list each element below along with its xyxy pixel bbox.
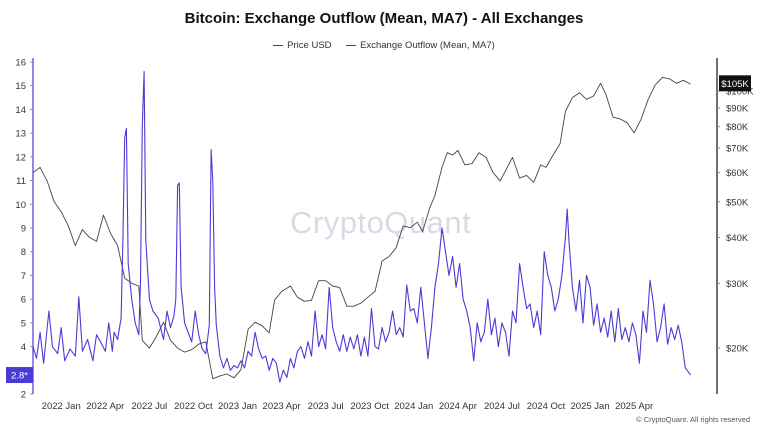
x-tick-label: 2023 Oct <box>350 401 389 412</box>
left-tick-label: 9 <box>21 224 26 235</box>
left-tick-label: 16 <box>15 58 26 69</box>
price-badge <box>719 75 751 92</box>
x-tick-label: 2022 Jul <box>131 401 167 412</box>
left-tick-label: 4 <box>21 342 26 353</box>
watermark-logo: CryptoQuant <box>290 205 472 240</box>
x-tick-label: 2022 Jan <box>42 401 81 412</box>
copyright-text: © CryptoQuant. All rights reserved <box>636 415 750 424</box>
right-tick-label: $50K <box>726 197 749 208</box>
left-tick-label: 15 <box>15 81 26 92</box>
chart-title: Bitcoin: Exchange Outflow (Mean, MA7) - … <box>184 10 584 27</box>
x-tick-label: 2024 Jan <box>394 401 433 412</box>
right-tick-label: $30K <box>726 279 749 290</box>
left-tick-label: 11 <box>16 176 26 187</box>
legend-item-outflow[interactable]: Exchange Outflow (Mean, MA7) <box>346 40 495 51</box>
outflow-badge-label: 2.8* <box>11 371 28 382</box>
legend-label-outflow: Exchange Outflow (Mean, MA7) <box>360 39 495 51</box>
left-tick-label: 6 <box>21 295 26 306</box>
legend: Price USD Exchange Outflow (Mean, MA7) <box>0 38 768 51</box>
outflow-badge <box>6 367 33 384</box>
x-tick-label: 2025 Jan <box>571 401 610 412</box>
right-tick-label: $70K <box>726 144 749 155</box>
x-tick-label: 2025 Apr <box>615 401 653 412</box>
right-tick-label: $20K <box>726 344 749 355</box>
left-tick-label: 8 <box>21 247 26 258</box>
left-tick-label: 13 <box>15 129 26 140</box>
x-tick-label: 2023 Apr <box>263 401 301 412</box>
left-tick-label: 2 <box>21 390 26 401</box>
x-tick-label: 2023 Jan <box>218 401 257 412</box>
left-tick-label: 5 <box>21 318 26 329</box>
right-tick-label: $80K <box>726 122 749 133</box>
x-tick-label: 2024 Jul <box>484 401 520 412</box>
legend-label-price: Price USD <box>287 39 332 51</box>
left-tick-label: 14 <box>15 105 26 116</box>
legend-swatch-outflow <box>346 44 357 46</box>
x-tick-label: 2024 Oct <box>527 401 566 412</box>
outflow-line[interactable] <box>32 70 692 383</box>
right-tick-label: $40K <box>726 233 749 244</box>
left-tick-label: 7 <box>21 271 26 282</box>
x-tick-label: 2022 Apr <box>86 401 124 412</box>
price-line[interactable] <box>32 76 691 380</box>
left-tick-label: 12 <box>15 152 26 163</box>
legend-item-price[interactable]: Price USD <box>273 39 332 51</box>
x-tick-label: 2022 Oct <box>174 401 213 412</box>
left-tick-label: 10 <box>15 200 26 211</box>
right-tick-label: $100K <box>726 87 754 98</box>
legend-swatch-price <box>273 44 284 46</box>
price-badge-label: $105K <box>721 79 749 90</box>
right-tick-label: $90K <box>726 103 749 114</box>
x-tick-label: 2023 Jul <box>308 401 344 412</box>
x-tick-label: 2024 Apr <box>439 401 477 412</box>
right-tick-label: $60K <box>726 168 749 179</box>
